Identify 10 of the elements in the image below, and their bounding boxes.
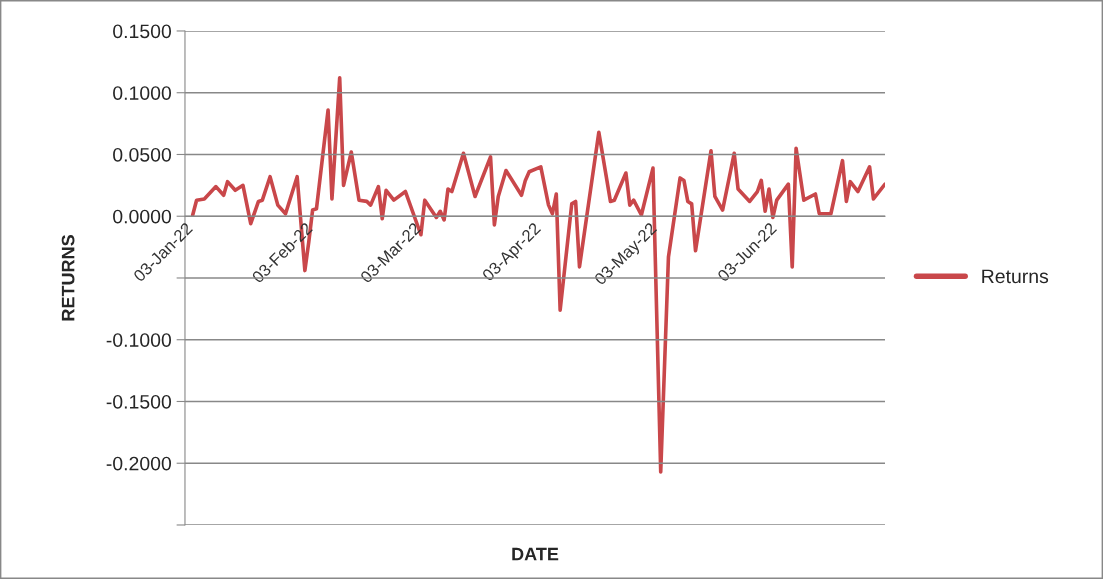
y-tick-label: -0.1000 [106, 333, 172, 347]
y-tick-label: -0.2000 [106, 456, 172, 471]
y-tick-label: -0.1500 [106, 394, 172, 409]
y-tick-label: 0.1000 [113, 86, 172, 100]
x-axis-title: DATE [512, 547, 559, 561]
legend-label: Returns [982, 269, 1049, 284]
y-tick-label: 0.0000 [113, 209, 172, 224]
y-tick-label: 0.0500 [113, 147, 172, 162]
y-axis-title: RETURNS [61, 235, 75, 321]
y-tick-label: 0.1500 [113, 24, 172, 39]
